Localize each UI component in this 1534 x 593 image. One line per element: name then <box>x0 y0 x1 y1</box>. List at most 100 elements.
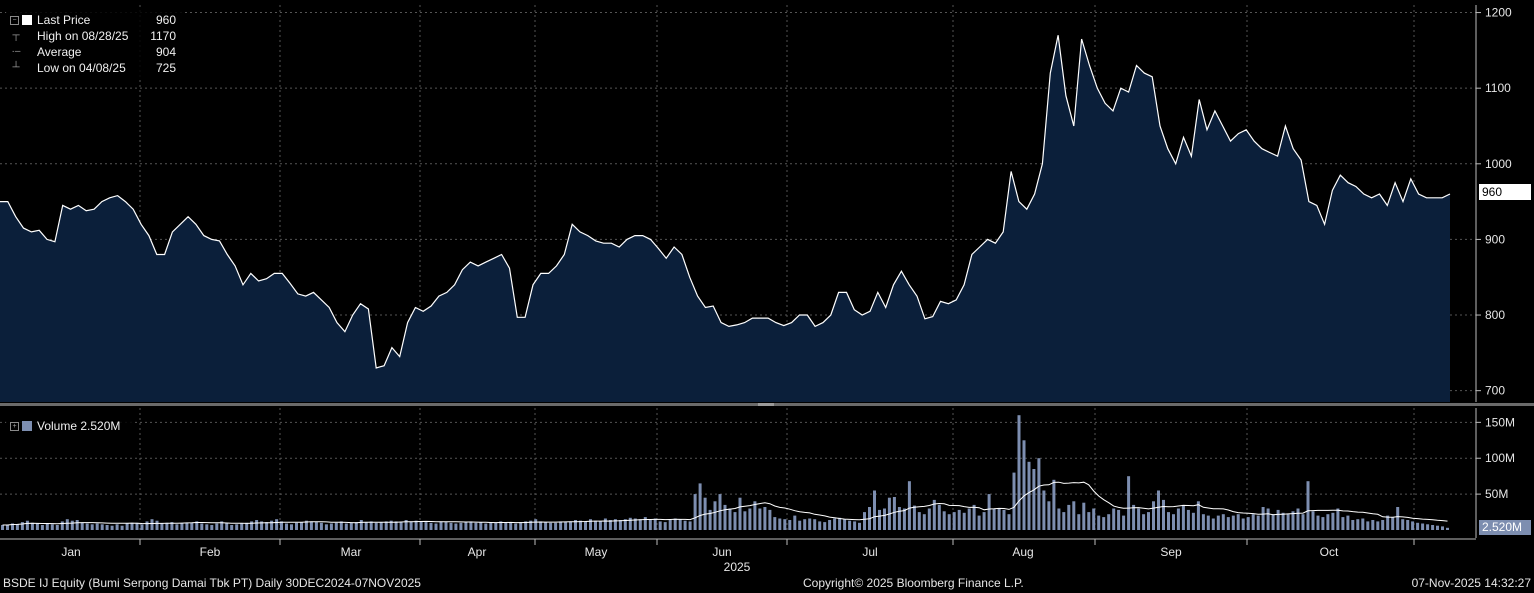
volume-bar <box>733 512 737 530</box>
volume-bar <box>135 522 139 530</box>
volume-bar <box>853 521 857 530</box>
volume-bar <box>20 522 24 530</box>
last-price-swatch-icon <box>22 15 32 25</box>
volume-bar <box>1221 514 1225 530</box>
volume-bar <box>778 518 782 530</box>
price-tick-label: 1200 <box>1485 6 1512 20</box>
volume-bar <box>339 521 343 530</box>
legend-high-value: 1170 <box>150 29 176 43</box>
volume-bar <box>1271 514 1275 530</box>
expand-icon[interactable]: + <box>10 422 19 431</box>
volume-bar <box>280 521 283 530</box>
volume-bar <box>818 521 822 530</box>
volume-bar <box>424 522 428 530</box>
volume-bar <box>95 523 99 530</box>
volume-bar <box>1047 501 1051 530</box>
volume-bar <box>1371 520 1375 530</box>
volume-bar <box>1236 514 1240 530</box>
volume-bar <box>1416 522 1420 530</box>
volume-bar <box>1012 472 1016 530</box>
volume-bar <box>773 517 777 530</box>
volume-bar <box>344 523 348 530</box>
volume-bar <box>1002 509 1006 530</box>
volume-bar <box>1017 415 1021 530</box>
volume-bar <box>1196 501 1200 530</box>
volume-bar <box>892 497 896 530</box>
volume-bar <box>25 520 29 530</box>
volume-bar <box>1291 511 1295 530</box>
volume-bar <box>1216 515 1220 530</box>
volume-bar <box>668 520 672 530</box>
volume-bar <box>1112 508 1116 530</box>
volume-bar <box>992 508 996 530</box>
volume-bar <box>1286 514 1290 530</box>
volume-bar <box>793 515 797 530</box>
volume-tick-label: 50M <box>1485 487 1508 501</box>
volume-bar <box>608 520 612 530</box>
average-marker-icon: ·‒ <box>11 46 21 57</box>
volume-bar <box>210 525 214 530</box>
volume-bar <box>1157 490 1160 530</box>
volume-bar <box>648 520 652 530</box>
x-tick-label: Feb <box>200 545 221 559</box>
volume-bar <box>1 525 4 530</box>
volume-bar <box>708 509 712 530</box>
volume-bar <box>763 507 767 530</box>
volume-bar <box>758 508 762 530</box>
volume-bar <box>469 521 473 530</box>
volume-bar <box>449 522 453 530</box>
volume-bar <box>220 521 224 530</box>
volume-bar <box>70 520 74 530</box>
volume-bar <box>937 504 941 530</box>
volume-bar <box>539 521 543 530</box>
volume-bar <box>1082 502 1086 530</box>
volume-bar <box>1391 517 1395 530</box>
volume-bar <box>1326 514 1330 530</box>
volume-bar <box>1366 521 1370 530</box>
volume-bar <box>509 522 513 530</box>
footer-copyright: Copyright© 2025 Bloomberg Finance L.P. <box>803 576 1024 590</box>
legend-low-value: 725 <box>155 61 176 75</box>
volume-bar <box>270 520 274 530</box>
volume-legend[interactable]: + Volume 2.520M <box>6 415 132 437</box>
legend-last-price[interactable]: − Last Price 960 <box>6 12 182 28</box>
volume-bar <box>1206 515 1210 530</box>
volume-bar <box>1027 461 1031 530</box>
last-volume-tag: 2.520M <box>1479 520 1531 535</box>
volume-bar <box>6 525 9 530</box>
volume-bar <box>967 508 971 530</box>
volume-bar <box>1022 440 1026 530</box>
volume-bar <box>404 520 408 530</box>
volume-bar <box>1446 527 1449 530</box>
volume-bar <box>878 509 881 530</box>
volume-bar <box>1097 515 1101 530</box>
legend-average-label: Average <box>37 45 82 59</box>
volume-bar <box>205 524 209 530</box>
volume-bar <box>459 522 463 530</box>
volume-bar <box>613 519 617 530</box>
volume-bar <box>379 522 383 530</box>
volume-bar <box>324 524 328 530</box>
volume-bar <box>603 518 607 530</box>
volume-bar <box>922 514 926 530</box>
volume-bar <box>50 524 54 530</box>
volume-bar <box>55 525 59 530</box>
volume-bar <box>304 520 308 530</box>
volume-bar <box>942 511 946 530</box>
volume-bar <box>145 521 149 530</box>
chart-axes: 700 800 900 1000 1100 1200 50M 100M 150M Jan Feb Ma… <box>0 5 1534 574</box>
volume-bar <box>60 521 64 530</box>
volume-bar <box>1226 517 1230 530</box>
volume-bar <box>1231 515 1235 530</box>
volume-bar <box>718 494 722 530</box>
collapse-icon[interactable]: − <box>10 16 19 25</box>
x-tick-label: Oct <box>1320 545 1339 559</box>
volume-series <box>1 415 1449 530</box>
volume-bar <box>240 523 244 530</box>
volume-bar <box>544 522 548 530</box>
volume-bar <box>514 523 518 530</box>
low-marker-icon: ┴ <box>12 62 20 73</box>
legend-low-label: Low on 04/08/25 <box>37 61 126 75</box>
legend-last-price-value: 960 <box>155 13 176 27</box>
